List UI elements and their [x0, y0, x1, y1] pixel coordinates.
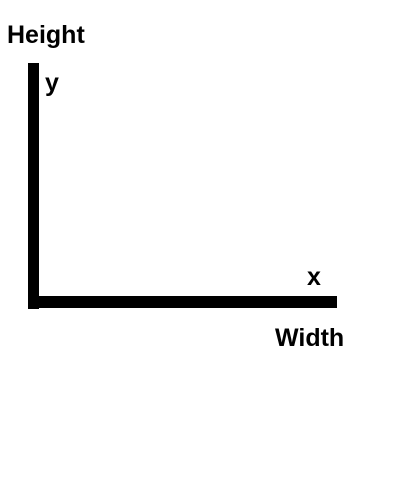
x-axis-line: [28, 296, 337, 308]
width-axis-title: Width: [275, 324, 345, 352]
x-axis-label: x: [307, 263, 321, 291]
y-axis-label: y: [45, 69, 59, 97]
y-axis-line: [28, 63, 39, 309]
height-axis-title: Height: [7, 21, 85, 49]
